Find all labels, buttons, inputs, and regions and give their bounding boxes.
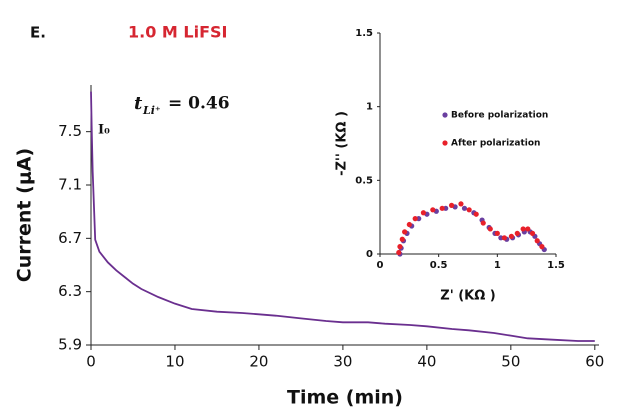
t-value: = 0.46 bbox=[168, 94, 230, 114]
data-point bbox=[461, 205, 468, 211]
y-tick-label: 6.7 bbox=[58, 229, 82, 247]
data-point bbox=[466, 207, 472, 213]
data-point bbox=[458, 201, 464, 207]
legend-marker bbox=[442, 140, 448, 146]
legend-label: After polarization bbox=[451, 139, 540, 149]
x-tick-label: 1 bbox=[494, 260, 501, 271]
data-point bbox=[412, 216, 418, 222]
data-point bbox=[501, 235, 507, 241]
data-point bbox=[508, 233, 515, 239]
x-tick-label: 30 bbox=[333, 353, 352, 371]
peak-label: I₀ bbox=[98, 123, 110, 138]
y-tick-label: 7.1 bbox=[58, 176, 82, 194]
x-tick-label: 60 bbox=[585, 353, 604, 371]
y-tick-label: 7.5 bbox=[58, 122, 82, 140]
y-tick-label: 1 bbox=[366, 102, 373, 113]
data-point bbox=[514, 230, 520, 236]
data-point bbox=[399, 236, 405, 242]
data-point bbox=[430, 207, 436, 213]
data-point bbox=[397, 244, 403, 250]
data-point bbox=[534, 238, 540, 244]
y-tick-label: 6.3 bbox=[58, 282, 82, 300]
chart-title: 1.0 M LiFSI bbox=[128, 23, 228, 42]
y-axis-label: -Z'' (KΩ ) bbox=[335, 111, 350, 176]
data-point bbox=[529, 230, 536, 236]
data-point bbox=[420, 210, 427, 216]
y-tick-label: 0 bbox=[366, 249, 373, 260]
data-point bbox=[480, 220, 486, 226]
x-axis-label: Z' (KΩ ) bbox=[440, 289, 495, 304]
y-tick-label: 5.9 bbox=[58, 336, 82, 354]
legend-marker bbox=[442, 112, 448, 118]
data-line bbox=[90, 91, 595, 342]
data-point bbox=[396, 249, 402, 256]
x-tick-label: 0 bbox=[377, 260, 384, 271]
data-point bbox=[539, 244, 545, 250]
data-point bbox=[473, 211, 479, 217]
x-tick-label: 0.5 bbox=[430, 260, 448, 271]
y-tick-label: 1.5 bbox=[355, 28, 373, 39]
x-tick-label: 1.5 bbox=[547, 260, 565, 271]
y-tick-label: 0.5 bbox=[355, 175, 373, 186]
x-tick-label: 40 bbox=[417, 353, 436, 371]
legend-label: Before polarization bbox=[451, 111, 548, 121]
data-point bbox=[406, 221, 412, 228]
panel-label: E. bbox=[30, 24, 46, 42]
data-point bbox=[439, 205, 445, 211]
data-point bbox=[525, 226, 531, 232]
data-point bbox=[402, 229, 408, 235]
x-tick-label: 50 bbox=[501, 353, 520, 371]
x-tick-label: 0 bbox=[86, 353, 96, 371]
x-axis-label: Time (min) bbox=[287, 387, 403, 409]
data-point bbox=[494, 230, 500, 236]
data-point bbox=[487, 226, 493, 232]
y-axis-label: Current (μA) bbox=[14, 148, 36, 282]
t-subscript: Li⁺ bbox=[142, 104, 161, 117]
data-point bbox=[448, 202, 455, 208]
x-tick-label: 10 bbox=[165, 353, 184, 371]
t-symbol: t bbox=[134, 93, 143, 114]
x-tick-label: 20 bbox=[249, 353, 268, 371]
data-point bbox=[520, 226, 526, 232]
